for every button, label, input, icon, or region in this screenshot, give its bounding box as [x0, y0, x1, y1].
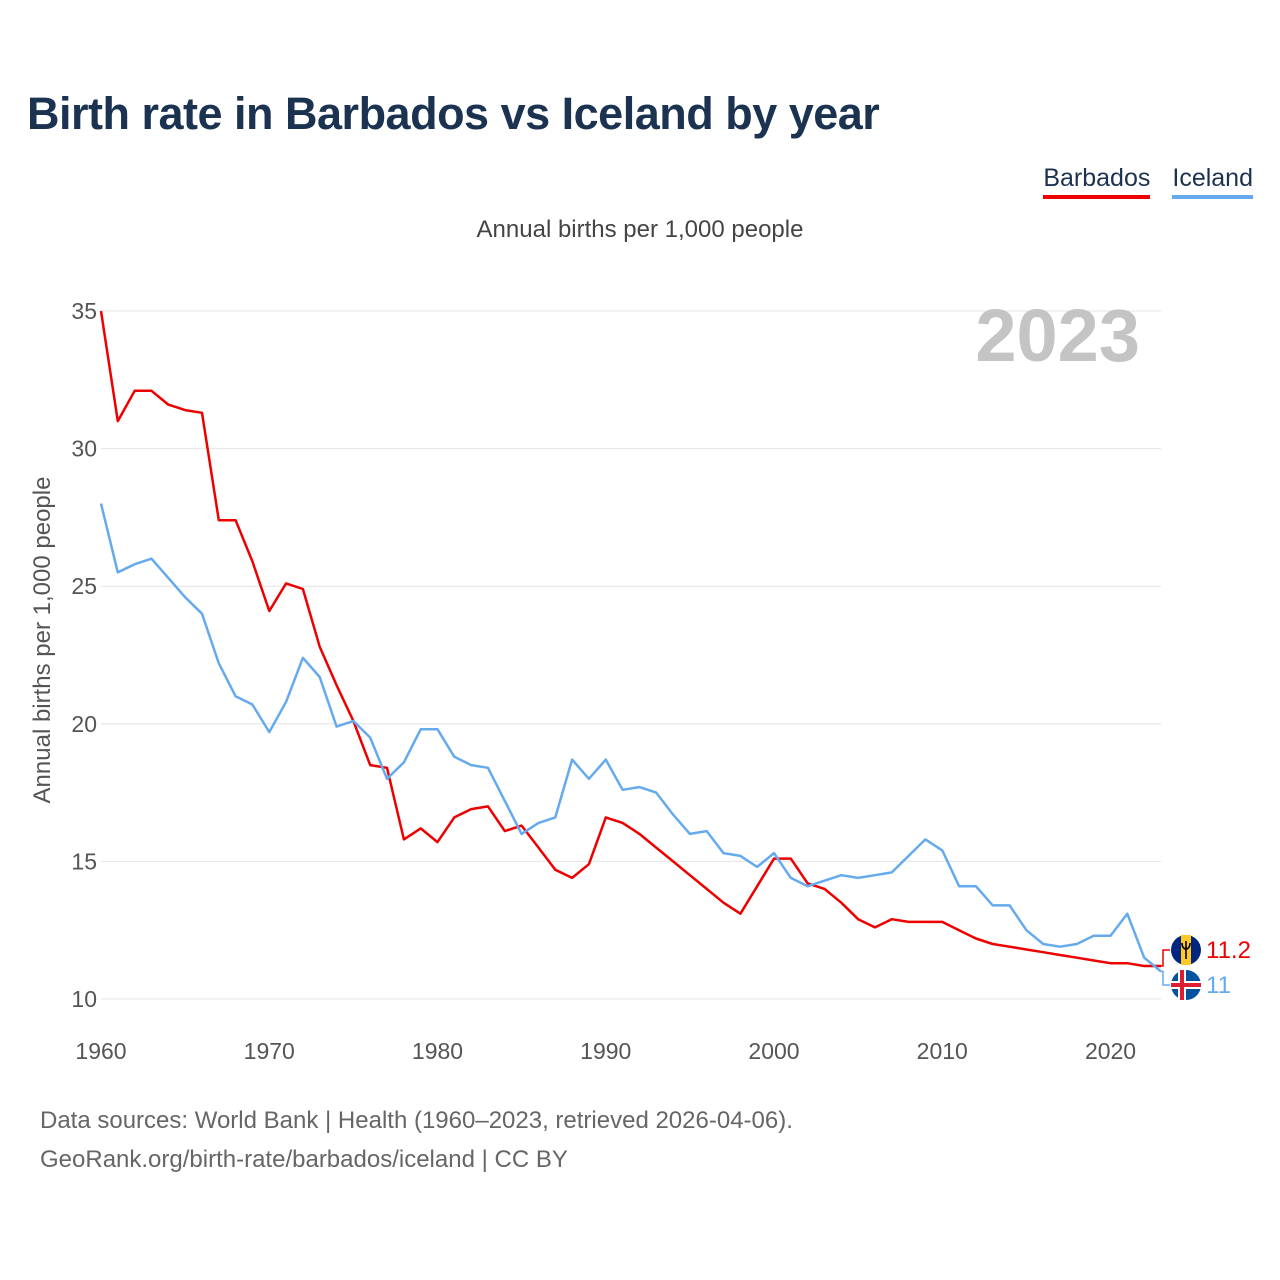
grid-lines	[101, 310, 1161, 1000]
y-tick-label-20: 20	[71, 711, 97, 737]
legend-item-iceland[interactable]: Iceland	[1172, 164, 1253, 199]
chart-title: Birth rate in Barbados vs Iceland by yea…	[27, 88, 880, 139]
series-lines	[99, 310, 1162, 973]
flag-icon-iceland	[1171, 970, 1201, 1000]
y-tick-label-30: 30	[71, 436, 97, 462]
y-tick-label-35: 35	[71, 298, 97, 324]
x-axis-ticks: 1960 1970 1980 1990 2000 2010 2020	[75, 1038, 1136, 1064]
series-line-barbados	[99, 310, 1161, 968]
chart-subtitle: Annual births per 1,000 people	[476, 216, 804, 243]
end-value-label-iceland: 11	[1206, 972, 1231, 999]
current-year-label: 2023	[975, 294, 1140, 377]
footer-sources: Data sources: World Bank | Health (1960–…	[40, 1107, 793, 1134]
x-tick-label-2020: 2020	[1085, 1038, 1136, 1064]
x-tick-label-1960: 1960	[75, 1038, 126, 1064]
leader-line-iceland	[1161, 970, 1170, 986]
y-axis-ticks: 10 15 20 25 30 35	[71, 298, 97, 1012]
legend: Barbados Iceland	[1043, 164, 1253, 199]
x-tick-label-1990: 1990	[580, 1038, 631, 1064]
footer-link[interactable]: GeoRank.org/birth-rate/barbados/iceland …	[40, 1146, 568, 1173]
x-tick-label-1980: 1980	[412, 1038, 463, 1064]
trident	[1181, 941, 1191, 959]
flag-icon-barbados	[1171, 935, 1201, 965]
flag-cross-h-red	[1171, 983, 1201, 987]
legend-item-barbados[interactable]: Barbados	[1043, 164, 1151, 199]
end-markers: 11.2 11	[1161, 935, 1251, 1000]
x-tick-label-1970: 1970	[244, 1038, 295, 1064]
series-line-iceland	[99, 503, 1162, 973]
x-tick-label-2000: 2000	[748, 1038, 799, 1064]
y-tick-label-10: 10	[71, 986, 97, 1012]
flag-cross-v-red	[1180, 970, 1184, 1000]
leader-line-barbados	[1161, 949, 1170, 967]
y-tick-label-15: 15	[71, 848, 97, 874]
end-value-label-barbados: 11.2	[1206, 937, 1251, 964]
y-tick-label-25: 25	[71, 573, 97, 599]
x-tick-label-2010: 2010	[917, 1038, 968, 1064]
